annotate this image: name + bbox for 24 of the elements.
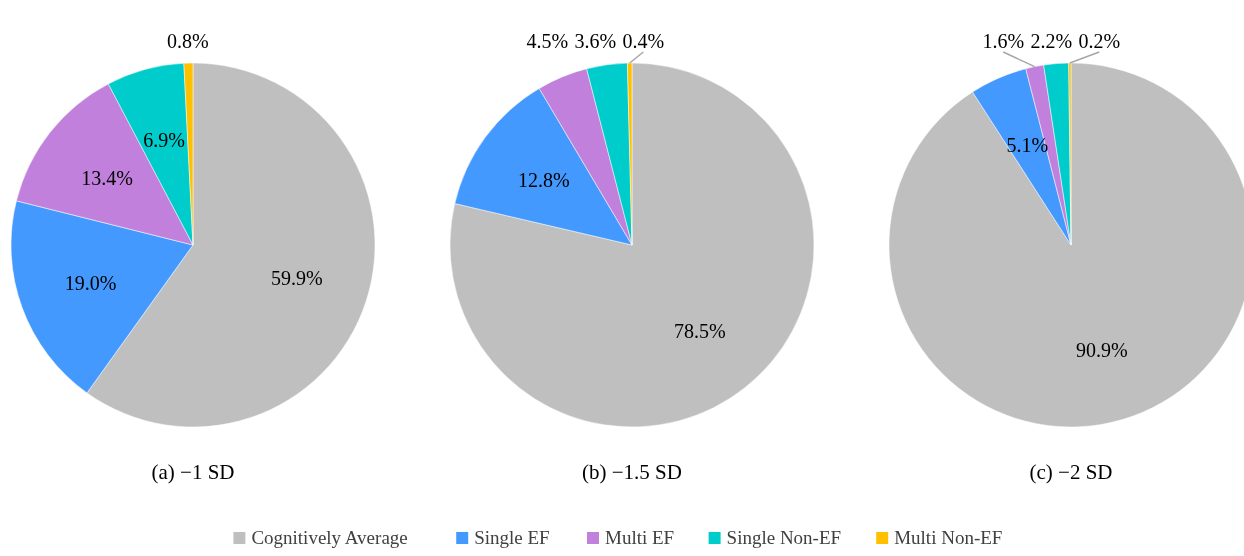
data-label: 59.9% [271, 267, 323, 290]
text: (c) −2 SD [1029, 460, 1113, 484]
data-label: 6.9% [143, 128, 186, 151]
data-label: 13.4% [81, 166, 133, 189]
data-label: 0.4% [622, 30, 665, 52]
data-label: 0.8% [166, 30, 209, 52]
legend-label: Single EF [474, 527, 550, 548]
legend-label: Cognitively Average [251, 527, 408, 548]
legend-label: Multi Non-EF [894, 527, 1003, 548]
data-label: 12.8% [518, 169, 570, 192]
data-label: 1.6% [982, 30, 1025, 52]
data-label: 2.2% [1030, 30, 1073, 52]
text: (b) −1.5 SD [582, 460, 682, 484]
legend-label: Multi EF [605, 527, 675, 548]
text: (a) −1 SD [151, 460, 235, 484]
data-label: 19.0% [64, 271, 117, 294]
data-label: 78.5% [674, 319, 726, 342]
data-label: 90.9% [1075, 338, 1128, 361]
data-label: 0.2% [1078, 30, 1121, 52]
data-label: 5.1% [1006, 133, 1049, 156]
data-label: 3.6% [574, 30, 617, 52]
data-label: 4.5% [526, 30, 569, 52]
legend-label: Single Non-EF [726, 527, 842, 548]
pie-slice [449, 62, 815, 428]
